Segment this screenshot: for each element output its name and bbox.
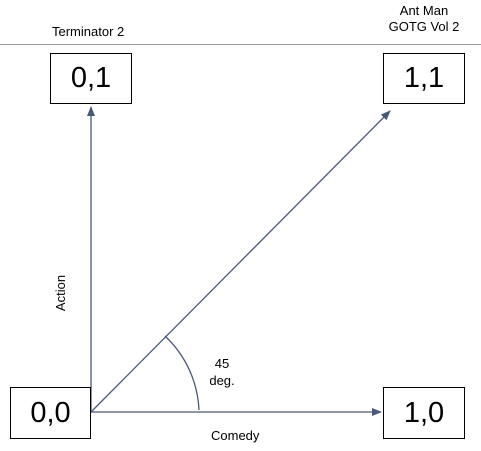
- node-action: 0,1: [50, 53, 132, 104]
- action-movie-caption: Terminator 2: [52, 24, 125, 39]
- both-movie-title-2: GOTG Vol 2: [388, 19, 460, 34]
- action-axis-label: Action: [53, 274, 68, 312]
- comedy-axis-label: Comedy: [211, 428, 260, 443]
- angle-unit: deg.: [209, 373, 235, 388]
- diagonal-vector-arrow: [90, 110, 391, 413]
- both-movies-caption: Ant Man GOTG Vol 2: [368, 3, 480, 35]
- node-both: 1,1: [383, 53, 465, 104]
- angle-label: 45 deg.: [207, 355, 237, 389]
- top-divider-line: [0, 44, 481, 45]
- both-movie-title-1: Ant Man: [399, 3, 449, 18]
- angle-arc: [164, 335, 200, 411]
- angle-value: 45: [214, 356, 230, 371]
- node-comedy: 1,0: [383, 387, 465, 439]
- node-comedy-label: 1,0: [403, 396, 445, 429]
- node-both-label: 1,1: [403, 62, 445, 94]
- node-action-label: 0,1: [70, 62, 112, 94]
- node-origin-label: 0,0: [30, 396, 71, 429]
- node-origin: 0,0: [10, 387, 91, 439]
